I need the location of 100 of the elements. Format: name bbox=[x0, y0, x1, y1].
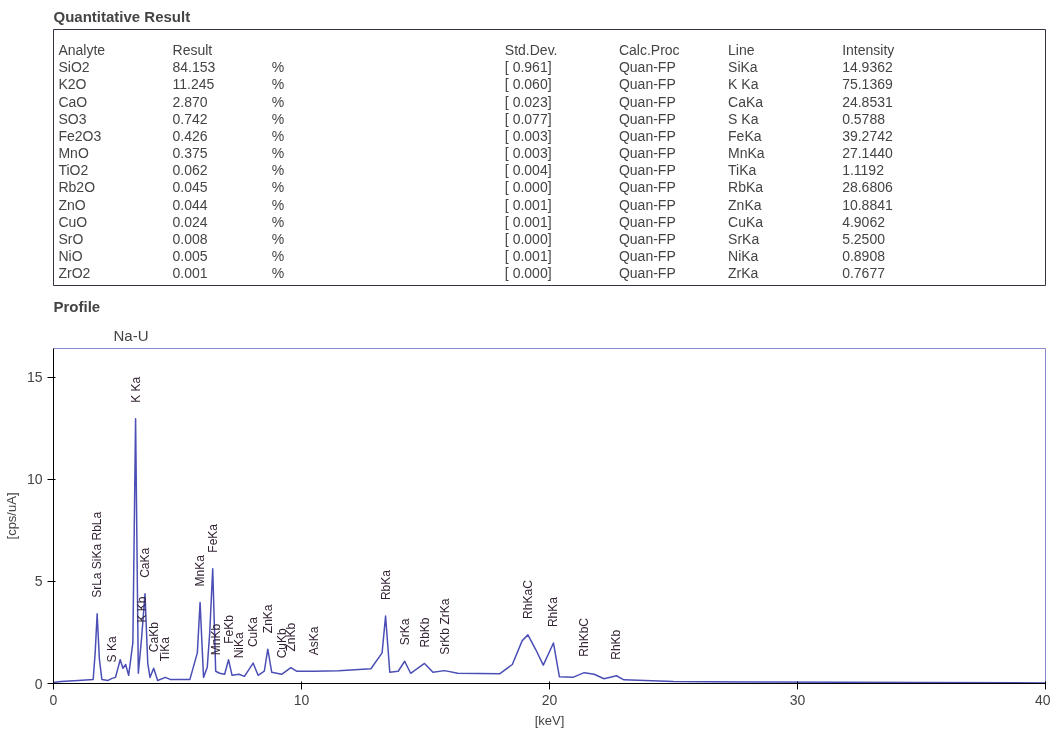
chart-title: Profile bbox=[53, 297, 101, 315]
text: % bbox=[271, 110, 285, 127]
x-tick-label: 20 bbox=[541, 691, 558, 708]
text: NiO bbox=[58, 248, 83, 265]
text: CaO bbox=[58, 93, 88, 110]
text: Quan-FP bbox=[618, 127, 676, 144]
text: Quan-FP bbox=[618, 162, 676, 179]
text: SO3 bbox=[58, 110, 87, 127]
text: % bbox=[271, 145, 285, 162]
annotation: AsKa bbox=[306, 626, 321, 656]
text: Quan-FP bbox=[618, 59, 676, 76]
text: 2.870 bbox=[172, 93, 208, 110]
text: 11.245 bbox=[172, 76, 215, 93]
category-label: Analyte bbox=[58, 41, 106, 58]
annotation: SrKb ZrKa bbox=[437, 598, 452, 655]
annotation: RhKa bbox=[546, 596, 561, 628]
x-tick-label: 40 bbox=[1034, 691, 1051, 708]
annotation: RbKb bbox=[417, 617, 432, 648]
category-label: Line bbox=[728, 41, 755, 58]
text: 75.1369 bbox=[842, 76, 893, 93]
text: % bbox=[271, 231, 285, 248]
text: Quan-FP bbox=[618, 213, 676, 230]
text: Quan-FP bbox=[618, 179, 676, 196]
y-axis-title: [cps/uA] bbox=[3, 492, 19, 540]
text: % bbox=[271, 179, 285, 196]
annotation: K Ka bbox=[128, 376, 143, 403]
text: [ 0.060] bbox=[504, 76, 552, 93]
x-tick-label: 0 bbox=[49, 691, 58, 708]
text: K2O bbox=[58, 76, 87, 93]
text: NiKa bbox=[728, 248, 759, 265]
annotation: TiKa bbox=[158, 636, 173, 662]
text: [ 0.003] bbox=[504, 145, 552, 162]
text: 0.5788 bbox=[842, 110, 886, 127]
text: K Ka bbox=[728, 76, 759, 93]
text: CuKa bbox=[728, 213, 764, 230]
text: 24.8531 bbox=[842, 93, 893, 110]
text: ZrKa bbox=[728, 265, 759, 282]
text: Quan-FP bbox=[618, 93, 676, 110]
chart-subtitle: Na-U bbox=[113, 326, 149, 344]
annotation: CaKb bbox=[146, 621, 161, 653]
text: [ 0.961] bbox=[504, 59, 552, 76]
annotation: NiKa bbox=[232, 631, 246, 659]
text: Rb2O bbox=[58, 179, 96, 196]
y-tick-label: 10 bbox=[26, 471, 43, 488]
text: ZnO bbox=[58, 196, 86, 213]
text: 0.008 bbox=[172, 231, 208, 248]
text: 0.001 bbox=[172, 265, 208, 282]
text: CuO bbox=[58, 213, 88, 230]
text: SiO2 bbox=[58, 59, 90, 76]
annotation: CaKa bbox=[138, 547, 153, 578]
text: 39.2742 bbox=[842, 127, 893, 144]
text: SrO bbox=[58, 231, 84, 248]
y-tick-label: 5 bbox=[34, 573, 43, 590]
annotation: MnKb bbox=[208, 623, 223, 656]
text: 0.005 bbox=[172, 248, 208, 265]
text: Quan-FP bbox=[618, 265, 676, 282]
annotation: RbKa bbox=[378, 569, 393, 601]
text: % bbox=[271, 127, 285, 144]
text: [ 0.000] bbox=[504, 265, 552, 282]
text: ZrO2 bbox=[58, 265, 91, 282]
text: Fe2O3 bbox=[58, 127, 102, 144]
text: Quan-FP bbox=[618, 248, 676, 265]
text: SiKa bbox=[728, 59, 758, 76]
text: 0.375 bbox=[172, 145, 208, 162]
category-label: Intensity bbox=[842, 41, 895, 58]
text: Quan-FP bbox=[618, 76, 676, 93]
annotation: FeKa bbox=[205, 523, 220, 553]
annotation: S Ka bbox=[105, 636, 120, 663]
text: 0.044 bbox=[172, 196, 208, 213]
text: [ 0.000] bbox=[504, 231, 552, 248]
text: 0.742 bbox=[172, 110, 208, 127]
text: 1.1192 bbox=[842, 162, 885, 179]
text: % bbox=[271, 162, 285, 179]
text: 28.6806 bbox=[842, 179, 893, 196]
text: % bbox=[271, 93, 285, 110]
annotation: MnKa bbox=[193, 554, 208, 587]
text: RbKa bbox=[728, 179, 764, 196]
text: % bbox=[271, 76, 285, 93]
y-tick-label: 0 bbox=[34, 675, 43, 692]
text: MnO bbox=[58, 145, 89, 162]
text: Quantitative Result bbox=[53, 7, 191, 25]
x-tick-label: 10 bbox=[293, 691, 310, 708]
y-tick-label: 15 bbox=[26, 369, 43, 386]
category-label: Result bbox=[172, 41, 213, 58]
text: FeKa bbox=[728, 127, 762, 144]
text: % bbox=[271, 248, 285, 265]
text: 0.426 bbox=[172, 127, 208, 144]
text: Quan-FP bbox=[618, 110, 676, 127]
text: [ 0.004] bbox=[504, 162, 552, 179]
x-axis-title: [keV] bbox=[534, 712, 565, 728]
text: CaKa bbox=[728, 93, 764, 110]
annotation: RhKaC bbox=[520, 579, 535, 619]
text: [ 0.023] bbox=[504, 93, 552, 110]
text: 84.153 bbox=[172, 59, 216, 76]
text: % bbox=[271, 196, 285, 213]
text: Quan-FP bbox=[618, 145, 676, 162]
text: [ 0.003] bbox=[504, 127, 552, 144]
text: TiKa bbox=[728, 162, 757, 179]
text: 10.8841 bbox=[842, 196, 893, 213]
text: [ 0.001] bbox=[504, 248, 552, 265]
